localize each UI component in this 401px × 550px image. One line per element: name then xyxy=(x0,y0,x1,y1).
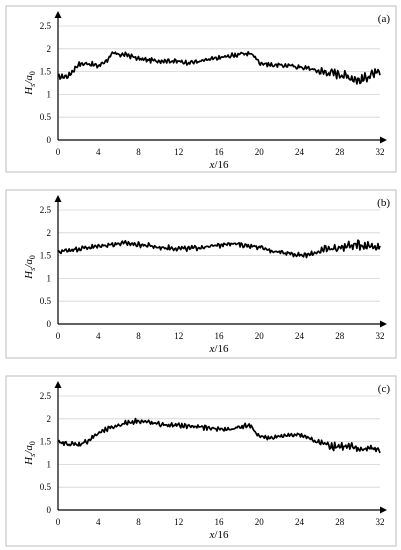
y-axis-label: Hs/a0 xyxy=(23,255,37,280)
x-tick-label: 8 xyxy=(136,331,141,341)
panel-label: (c) xyxy=(378,383,391,395)
y-tick-label: 1.5 xyxy=(40,67,52,77)
x-tick-label: 12 xyxy=(174,147,183,157)
x-tick-label: 32 xyxy=(376,517,385,527)
x-axis-arrow-icon xyxy=(380,136,387,144)
x-tick-label: 16 xyxy=(215,517,225,527)
x-tick-label: 28 xyxy=(335,147,345,157)
x-axis-arrow-icon xyxy=(380,506,387,514)
x-tick-label: 0 xyxy=(56,517,61,527)
y-axis-arrow-icon xyxy=(54,11,62,18)
x-tick-label: 16 xyxy=(215,331,225,341)
y-axis-arrow-icon xyxy=(54,381,62,388)
x-tick-label: 32 xyxy=(376,147,385,157)
x-tick-label: 4 xyxy=(96,331,101,341)
y-tick-label: 2 xyxy=(47,414,52,424)
x-tick-label: 24 xyxy=(295,331,305,341)
panel-frame xyxy=(5,5,397,173)
x-tick-label: 12 xyxy=(174,517,183,527)
x-tick-label: 4 xyxy=(96,517,101,527)
chart-panel-b: 0 0.5 1 1.5 2 2.5 0 4 8 12 16 20 24 28 32 Hs/a0 x/16 (b) xyxy=(5,189,397,359)
x-tick-label: 32 xyxy=(376,331,385,341)
y-axis-label: Hs/a0 xyxy=(23,71,37,96)
x-axis-arrow-icon xyxy=(380,320,387,328)
x-axis-label: x/16 xyxy=(209,529,229,541)
y-tick-label: 2 xyxy=(47,228,52,238)
x-axis-label: x/16 xyxy=(209,343,229,355)
y-tick-label: 1.5 xyxy=(40,437,52,447)
y-tick-label: 1 xyxy=(47,459,52,469)
y-axis-label: Hs/a0 xyxy=(23,441,37,466)
panel-frame xyxy=(5,375,397,547)
y-tick-label: 2.5 xyxy=(40,391,52,401)
y-tick-label: 0 xyxy=(47,505,52,515)
x-tick-label: 8 xyxy=(136,147,141,157)
y-tick-label: 1 xyxy=(47,89,52,99)
x-tick-label: 28 xyxy=(335,331,345,341)
y-tick-label: 1 xyxy=(47,273,52,283)
y-tick-label: 0.5 xyxy=(40,296,52,306)
y-axis-arrow-icon xyxy=(54,195,62,202)
panel-frame xyxy=(5,189,397,359)
y-tick-label: 2.5 xyxy=(40,21,52,31)
y-tick-label: 0.5 xyxy=(40,112,52,122)
y-tick-label: 0 xyxy=(47,135,52,145)
x-tick-label: 28 xyxy=(335,517,345,527)
x-tick-label: 20 xyxy=(255,331,265,341)
y-tick-label: 0.5 xyxy=(40,482,52,492)
x-tick-label: 8 xyxy=(136,517,141,527)
x-tick-label: 12 xyxy=(174,331,183,341)
y-tick-label: 1.5 xyxy=(40,251,52,261)
x-axis-label: x/16 xyxy=(209,159,229,171)
chart-panel-a: 0 0.5 1 1.5 2 2.5 0 4 8 12 16 20 24 28 32 Hs/a0 x/16 (a) xyxy=(5,5,397,173)
panel-label: (a) xyxy=(378,13,391,25)
x-tick-label: 20 xyxy=(255,517,265,527)
series-line xyxy=(57,239,381,259)
series-line xyxy=(57,50,381,85)
x-tick-label: 20 xyxy=(255,147,265,157)
x-tick-label: 24 xyxy=(295,517,305,527)
chart-panel-c: 0 0.5 1 1.5 2 2.5 0 4 8 12 16 20 24 28 32 Hs/a0 x/16 (c) xyxy=(5,375,397,547)
x-tick-label: 16 xyxy=(215,147,225,157)
series-line xyxy=(57,417,381,454)
y-tick-label: 0 xyxy=(47,319,52,329)
x-tick-label: 0 xyxy=(56,331,61,341)
y-tick-label: 2 xyxy=(47,44,52,54)
x-tick-label: 0 xyxy=(56,147,61,157)
x-tick-label: 4 xyxy=(96,147,101,157)
x-tick-label: 24 xyxy=(295,147,305,157)
panel-label: (b) xyxy=(377,197,390,209)
y-tick-label: 2.5 xyxy=(40,205,52,215)
